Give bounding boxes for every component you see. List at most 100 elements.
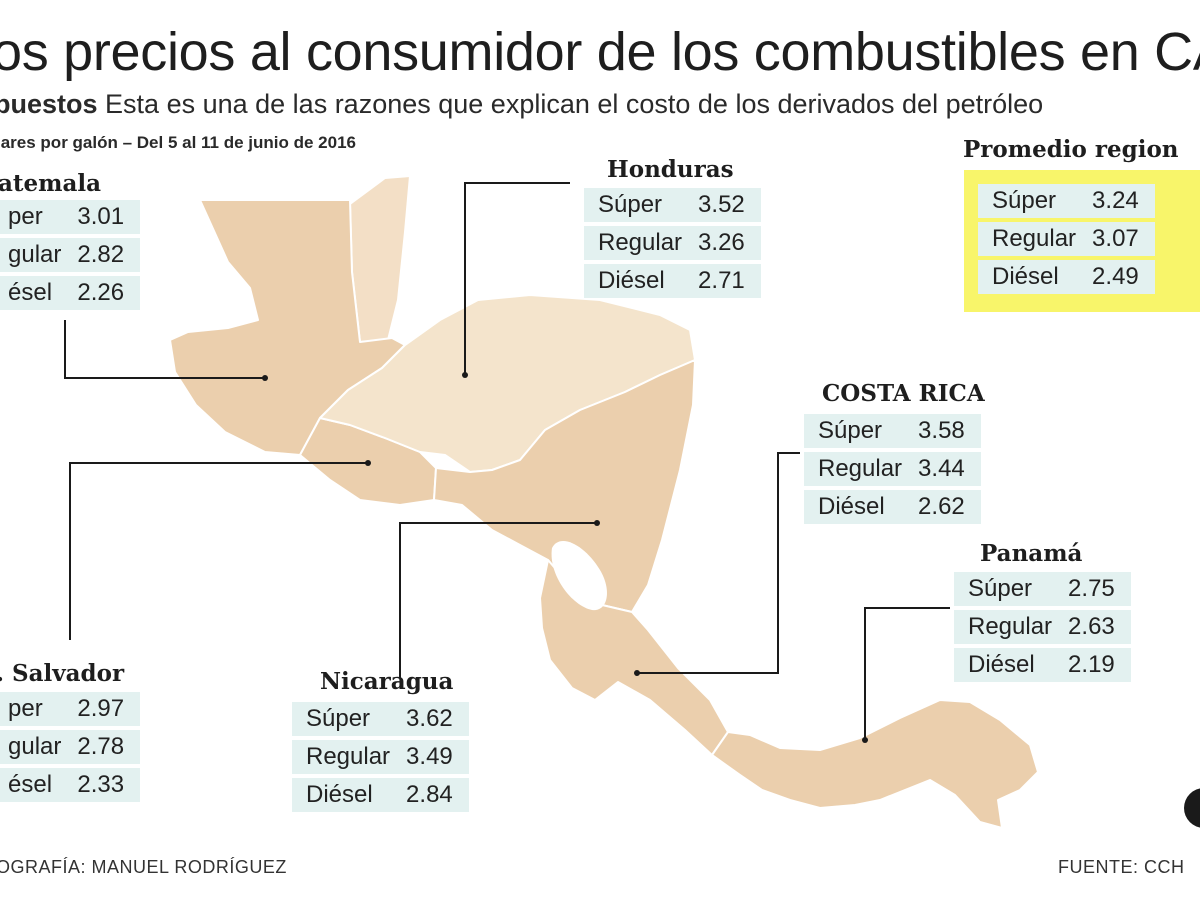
price-table-regional-average: Súper 3.24 Regular 3.07 Diésel 2.49: [978, 180, 1155, 298]
fuel-price: 2.19: [1062, 648, 1131, 682]
fuel-price: 2.78: [71, 730, 141, 764]
fuel-label: Súper: [804, 414, 913, 448]
country-name-honduras: Honduras: [607, 156, 734, 183]
fuel-price: 2.33: [71, 768, 141, 802]
table-row: Regular 3.07: [978, 222, 1155, 256]
fuel-label: Regular: [292, 740, 401, 774]
fuel-label: Regular: [804, 452, 913, 486]
fuel-price: 3.58: [912, 414, 981, 448]
table-row: Súper 3.52: [584, 188, 761, 222]
fuel-price: 2.84: [400, 778, 469, 812]
fuel-label: per: [0, 200, 72, 234]
fuel-label: Súper: [954, 572, 1063, 606]
table-row: gular 2.82: [0, 238, 141, 272]
table-row: Regular 3.49: [292, 740, 469, 774]
fuel-price: 2.63: [1062, 610, 1131, 644]
table-row: per 3.01: [0, 200, 141, 234]
fuel-price: 2.62: [912, 490, 981, 524]
nicaragua-shape: [433, 359, 696, 613]
table-row: Regular 3.26: [584, 226, 761, 260]
fuel-price: 3.62: [400, 702, 469, 736]
connector-panama: [864, 607, 950, 740]
fuel-label: Súper: [978, 184, 1087, 218]
country-name-guatemala: atemala: [0, 170, 102, 197]
fuel-price: 3.52: [692, 188, 761, 222]
fuel-price: 2.71: [692, 264, 761, 298]
country-name-el-salvador: . Salvador: [0, 660, 125, 687]
connector-guatemala: [64, 320, 265, 379]
table-row: Súper 3.58: [804, 414, 981, 448]
fuel-price: 3.26: [692, 226, 761, 260]
fuel-label: ésel: [0, 276, 72, 310]
price-table-guatemala: per 3.01 gular 2.82 ésel 2.26: [0, 196, 141, 314]
fuel-price: 2.82: [71, 238, 141, 272]
fuel-label: Regular: [978, 222, 1087, 256]
table-row: ésel 2.33: [0, 768, 141, 802]
subtitle-lead: puestos: [0, 89, 98, 119]
publisher-logo: [1184, 788, 1200, 828]
country-name-panama: Panamá: [980, 540, 1083, 567]
marker-honduras: [462, 372, 468, 378]
marker-nicaragua: [594, 520, 600, 526]
fuel-price: 2.97: [71, 692, 141, 726]
fuel-price: 3.24: [1086, 184, 1155, 218]
table-row: gular 2.78: [0, 730, 141, 764]
table-row: Diésel 2.19: [954, 648, 1131, 682]
fuel-label: ésel: [0, 768, 72, 802]
belize-shape: [349, 175, 411, 343]
table-row: Diésel 2.71: [584, 264, 761, 298]
connector-nicaragua: [399, 522, 597, 678]
fuel-price: 2.75: [1062, 572, 1131, 606]
fuel-price: 3.01: [71, 200, 141, 234]
price-table-nicaragua: Súper 3.62 Regular 3.49 Diésel 2.84: [292, 698, 469, 816]
fuel-label: Diésel: [292, 778, 401, 812]
costa-rica-shape: [539, 559, 729, 756]
table-row: Diésel 2.62: [804, 490, 981, 524]
marker-costa-rica: [634, 670, 640, 676]
marker-guatemala: [262, 375, 268, 381]
price-table-costa-rica: Súper 3.58 Regular 3.44 Diésel 2.62: [804, 410, 981, 528]
subtitle-text: Esta es una de las razones que explican …: [105, 89, 1044, 119]
fuel-price: 2.49: [1086, 260, 1155, 294]
country-name-nicaragua: Nicaragua: [320, 668, 454, 695]
fuel-label: gular: [0, 730, 72, 764]
connector-honduras: [464, 182, 570, 375]
source-note: FUENTE: CCH: [1058, 857, 1185, 877]
lake-nicaragua: [551, 540, 607, 611]
table-row: Diésel 2.84: [292, 778, 469, 812]
table-row: Regular 2.63: [954, 610, 1131, 644]
fuel-label: Regular: [584, 226, 693, 260]
table-row: Súper 2.75: [954, 572, 1131, 606]
connector-costa-rica: [637, 452, 800, 674]
fuel-label: gular: [0, 238, 72, 272]
price-table-panama: Súper 2.75 Regular 2.63 Diésel 2.19: [954, 568, 1131, 686]
fuel-label: Diésel: [804, 490, 913, 524]
table-row: Súper 3.62: [292, 702, 469, 736]
fuel-label: Diésel: [584, 264, 693, 298]
fuel-price: 3.07: [1086, 222, 1155, 256]
fuel-price: 2.26: [71, 276, 141, 310]
units-line: lares por galón – Del 5 al 11 de junio d…: [0, 133, 356, 152]
price-table-honduras: Súper 3.52 Regular 3.26 Diésel 2.71: [584, 184, 761, 302]
table-row: ésel 2.26: [0, 276, 141, 310]
fuel-price: 3.44: [912, 452, 981, 486]
fuel-label: Súper: [292, 702, 401, 736]
fuel-label: Súper: [584, 188, 693, 222]
table-row: per 2.97: [0, 692, 141, 726]
table-row: Diésel 2.49: [978, 260, 1155, 294]
country-name-regional-average: Promedio region: [963, 136, 1179, 163]
subtitle: puestos Esta es una de las razones que e…: [0, 88, 1043, 120]
fuel-label: Diésel: [978, 260, 1087, 294]
fuel-price: 3.49: [400, 740, 469, 774]
marker-el-salvador: [365, 460, 371, 466]
photo-credit: OGRAFÍA: MANUEL RODRÍGUEZ: [0, 857, 287, 877]
price-table-el-salvador: per 2.97 gular 2.78 ésel 2.33: [0, 688, 141, 806]
country-name-costa-rica: COSTA RICA: [822, 380, 985, 407]
marker-panama: [862, 737, 868, 743]
fuel-label: Diésel: [954, 648, 1063, 682]
table-row: Regular 3.44: [804, 452, 981, 486]
fuel-label: per: [0, 692, 72, 726]
panama-shape: [711, 699, 1039, 829]
fuel-label: Regular: [954, 610, 1063, 644]
